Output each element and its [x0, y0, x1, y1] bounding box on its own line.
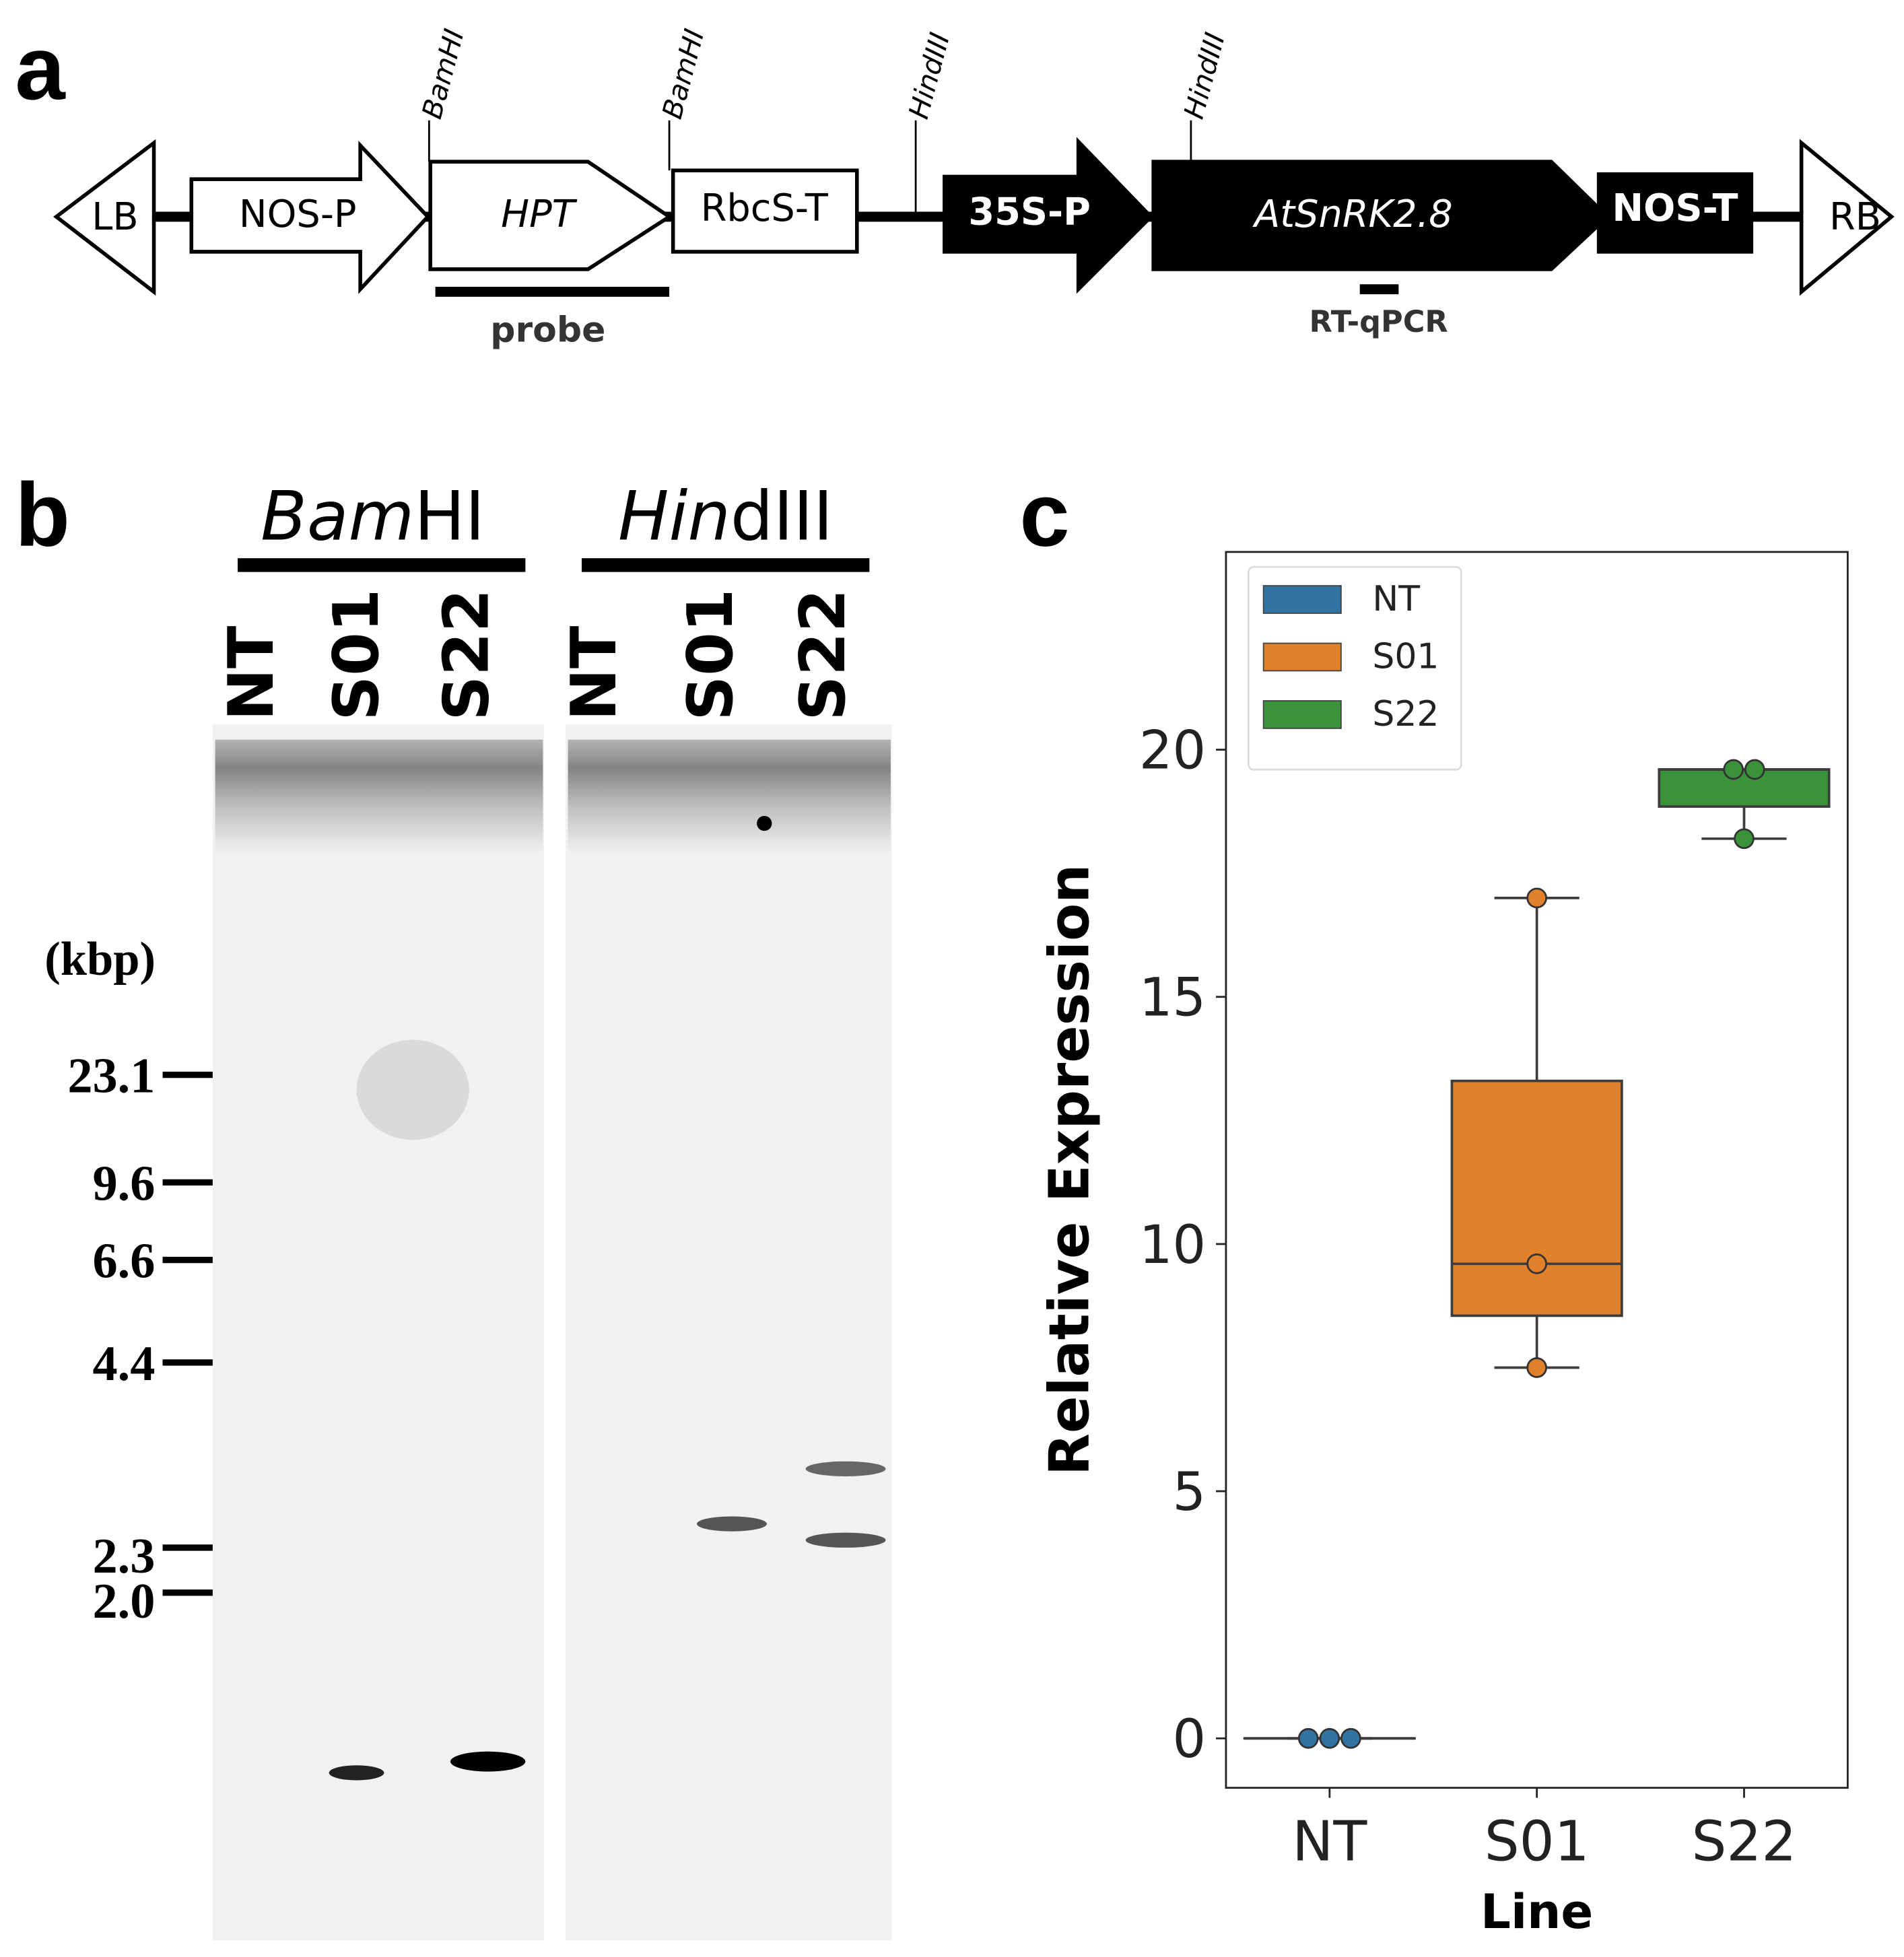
- lane-label: S01: [320, 589, 393, 721]
- gel: [212, 724, 892, 1941]
- enzyme-italic: Bam: [261, 477, 414, 555]
- data-point: [1734, 828, 1755, 850]
- enzyme-bar: [238, 558, 526, 572]
- lane-label: S22: [430, 589, 503, 721]
- gel-band: [805, 1461, 886, 1477]
- legend-swatch: [1262, 585, 1342, 614]
- 35s-p: [943, 137, 1154, 294]
- marker-label: 2.0: [93, 1574, 156, 1629]
- data-point: [1526, 1357, 1547, 1378]
- marker-label: 2.3: [93, 1529, 156, 1584]
- gel-smear: [215, 739, 543, 852]
- gel-band: [450, 1751, 526, 1772]
- legend-label: S01: [1372, 637, 1439, 677]
- x-tick-label: S22: [1692, 1810, 1797, 1874]
- gel-band: [805, 1532, 886, 1548]
- site-label: HindIII: [902, 29, 956, 122]
- data-point: [1723, 759, 1744, 780]
- legend-swatch: [1262, 642, 1342, 672]
- site-label: BamHI: [415, 26, 470, 122]
- y-tick-label: 5: [1173, 1462, 1206, 1523]
- construct: [53, 120, 1895, 297]
- rbcs-t: [671, 168, 859, 254]
- nos-p: [189, 141, 431, 294]
- box: [1450, 1079, 1623, 1317]
- legend-swatch: [1262, 700, 1342, 729]
- data-point: [1526, 887, 1547, 909]
- probe-label: probe: [490, 310, 605, 351]
- enzyme-label: BamHI: [261, 477, 485, 555]
- marker-label: 6.6: [93, 1234, 156, 1289]
- panel-label: a: [15, 18, 66, 118]
- gel-spot: [757, 815, 772, 831]
- legend-label: S22: [1372, 694, 1439, 734]
- element-label: NOS-T: [1612, 186, 1738, 230]
- data-point: [1526, 1253, 1547, 1274]
- nos-t: [1596, 172, 1754, 254]
- data-point: [1340, 1727, 1361, 1749]
- element-label: LB: [92, 195, 138, 239]
- lane-label: S01: [674, 589, 747, 721]
- gel-smear: [568, 739, 891, 852]
- assay-bar: [1359, 284, 1399, 295]
- enzyme-italic: Hin: [618, 477, 730, 555]
- data-point: [1744, 759, 1765, 780]
- data-point: [1297, 1727, 1319, 1749]
- element-label: RbcS-T: [701, 186, 829, 230]
- marker-label: 9.6: [93, 1156, 156, 1211]
- panel-label: c: [1019, 465, 1069, 565]
- element-label: RB: [1829, 195, 1881, 239]
- gel-band: [696, 1516, 768, 1532]
- y-tick-label: 10: [1139, 1215, 1206, 1276]
- rb-border: [1799, 139, 1895, 296]
- site-label: HindIII: [1178, 29, 1231, 122]
- enzyme-roman: dIII: [730, 477, 833, 555]
- box: [1658, 768, 1831, 808]
- marker-unit: (kbp): [44, 933, 156, 986]
- gel-band: [329, 1765, 384, 1781]
- element-label: NOS-P: [239, 193, 357, 236]
- marker-label: 4.4: [93, 1336, 156, 1392]
- lb-border: [53, 139, 156, 296]
- probe-bar: [435, 286, 670, 297]
- y-tick-label: 0: [1173, 1709, 1206, 1770]
- enzyme-label: HindIII: [618, 477, 833, 555]
- lane-label: NT: [557, 626, 630, 721]
- site-label: BamHI: [656, 26, 710, 122]
- element-label: HPT: [501, 193, 578, 236]
- panel-label: b: [15, 465, 70, 565]
- assay-label: RT-qPCR: [1309, 304, 1448, 339]
- legend-label: NT: [1372, 579, 1420, 619]
- atsnrk: [1151, 160, 1610, 271]
- x-tick-label: NT: [1292, 1810, 1367, 1874]
- gel-lane-block: [212, 724, 545, 1941]
- y-tick-label: 20: [1139, 720, 1206, 781]
- element-label: AtSnRK2.8: [1252, 193, 1453, 236]
- x-tick-label: S01: [1485, 1810, 1590, 1874]
- box-group: [1243, 1727, 1416, 1749]
- element-label: 35S-P: [968, 190, 1091, 234]
- lane-label: NT: [215, 626, 287, 721]
- box-group: [1450, 887, 1623, 1378]
- y-tick-label: 15: [1139, 968, 1206, 1029]
- gel-lane-block: [565, 724, 892, 1941]
- enzyme-roman: HI: [414, 477, 485, 555]
- data-point: [1319, 1727, 1340, 1749]
- box-group: [1658, 759, 1831, 850]
- gel-smear: [356, 1039, 469, 1140]
- x-axis-label: Line: [1481, 1884, 1593, 1939]
- y-axis-label: Relative Expression: [1038, 864, 1102, 1476]
- hpt: [428, 160, 673, 271]
- lane-label: S22: [786, 589, 859, 721]
- enzyme-bar: [582, 558, 870, 572]
- marker-label: 23.1: [67, 1049, 155, 1104]
